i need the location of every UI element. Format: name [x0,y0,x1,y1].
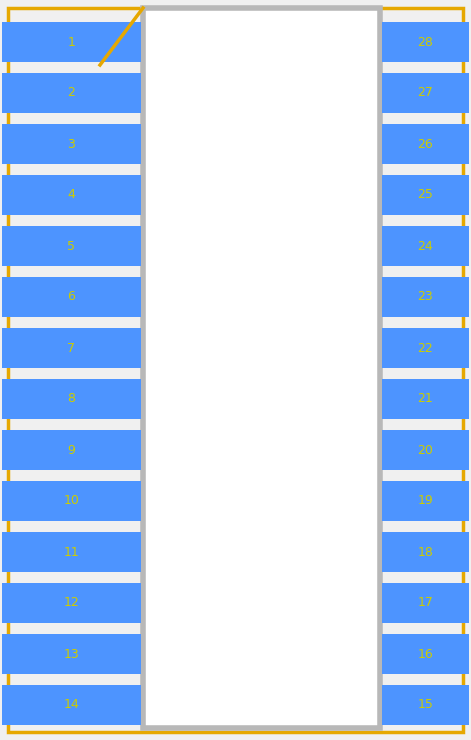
Bar [382,481,469,521]
Text: 17: 17 [418,596,433,610]
Text: 12: 12 [64,596,80,610]
Bar [382,226,469,266]
Text: 13: 13 [64,648,80,661]
Text: 3: 3 [67,138,75,150]
Text: 11: 11 [64,545,80,559]
Text: 9: 9 [67,443,75,457]
Text: 6: 6 [67,291,75,303]
Text: 10: 10 [64,494,80,508]
Text: 23: 23 [418,291,433,303]
Text: 8: 8 [67,392,75,406]
Bar [2,226,141,266]
Text: 2: 2 [67,87,75,99]
Text: 7: 7 [67,341,75,354]
Text: 26: 26 [418,138,433,150]
Text: 4: 4 [67,189,75,201]
Text: 27: 27 [418,87,433,99]
Text: 16: 16 [418,648,433,661]
Bar [382,430,469,470]
Bar [2,430,141,470]
Bar [382,277,469,317]
Bar [2,277,141,317]
Text: 15: 15 [418,699,433,711]
Text: 28: 28 [418,36,433,49]
Bar [2,634,141,674]
Bar [2,73,141,113]
Bar [382,532,469,572]
Bar [382,583,469,623]
Bar [2,481,141,521]
Bar [382,22,469,62]
Bar [382,124,469,164]
Bar [2,583,141,623]
Text: 18: 18 [418,545,433,559]
Bar [2,532,141,572]
Text: 25: 25 [418,189,433,201]
Bar [382,328,469,368]
Bar [382,73,469,113]
Text: 22: 22 [418,341,433,354]
Text: 19: 19 [418,494,433,508]
Bar [382,685,469,725]
Bar [382,634,469,674]
Bar [2,22,141,62]
Bar [2,124,141,164]
Bar [2,379,141,419]
Bar [382,175,469,215]
Text: 21: 21 [418,392,433,406]
Text: 5: 5 [67,240,75,252]
Bar [2,328,141,368]
Bar [2,175,141,215]
Bar [382,379,469,419]
Bar [143,8,380,728]
Bar [2,685,141,725]
Text: 14: 14 [64,699,80,711]
Text: 24: 24 [418,240,433,252]
Text: 20: 20 [418,443,433,457]
Text: 1: 1 [67,36,75,49]
